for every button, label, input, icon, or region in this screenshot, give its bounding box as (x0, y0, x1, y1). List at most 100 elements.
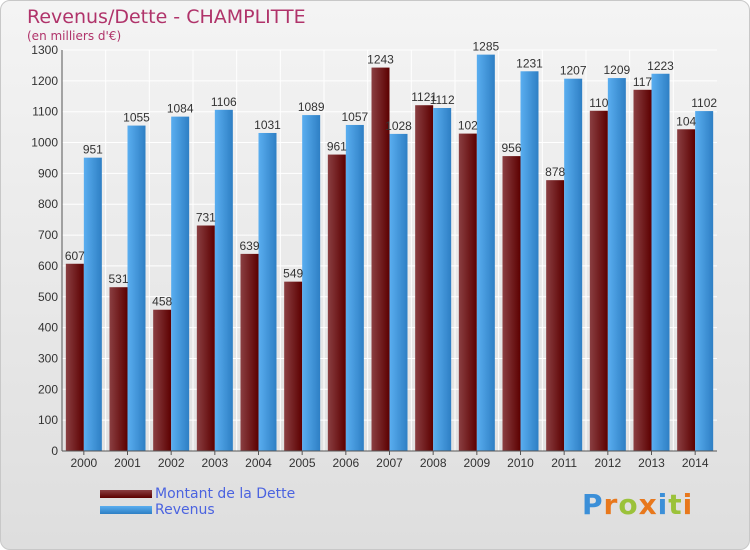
legend-label-revenue: Revenus (155, 502, 215, 518)
x-tick-label: 2006 (332, 456, 359, 470)
bar-debt (284, 281, 303, 451)
bar-revenue (651, 73, 670, 452)
bar-revenue (214, 109, 233, 451)
data-label-revenue: 951 (83, 143, 103, 157)
data-label-revenue: 1084 (167, 102, 194, 116)
bar-debt (415, 105, 434, 452)
bar-debt (371, 67, 390, 451)
data-label-revenue: 1089 (298, 100, 325, 114)
chart-subtitle: (en milliers d'€) (27, 29, 122, 43)
x-tick-label: 2009 (463, 456, 490, 470)
logo-letter: i (657, 488, 669, 521)
data-label-revenue: 1231 (516, 56, 543, 70)
x-tick-label: 2004 (245, 456, 272, 470)
x-tick-label: 2008 (420, 456, 447, 470)
logo-letter: r (603, 488, 619, 521)
data-label-debt: 956 (501, 141, 521, 155)
proxiti-logo: Proxiti (582, 488, 693, 521)
data-label-revenue: 1102 (691, 96, 717, 110)
data-label-debt: 731 (196, 211, 216, 225)
data-label-debt: 102 (458, 119, 478, 133)
y-tick-label: 1100 (32, 105, 58, 119)
data-label-debt: 104 (676, 114, 696, 128)
bar-debt (65, 263, 84, 451)
data-label-revenue: 1112 (430, 93, 455, 107)
bar-revenue (520, 71, 539, 451)
legend-swatch-debt (100, 490, 152, 498)
data-label-debt: 639 (239, 239, 259, 253)
bar-debt (546, 180, 565, 451)
bar-revenue (476, 54, 495, 451)
bar-debt (240, 253, 259, 451)
bar-revenue (171, 116, 190, 452)
y-tick-label: 100 (38, 413, 58, 427)
data-label-debt: 961 (327, 140, 347, 154)
y-tick-label: 300 (38, 351, 58, 365)
data-label-revenue: 1031 (254, 118, 281, 132)
x-tick-label: 2007 (376, 456, 403, 470)
bar-revenue (607, 78, 626, 451)
x-tick-label: 2011 (551, 456, 577, 470)
x-tick-label: 2001 (114, 456, 141, 470)
data-label-debt: 110 (589, 96, 608, 110)
data-label-debt: 458 (152, 295, 172, 309)
x-tick-label: 2005 (289, 456, 316, 470)
logo-letter: i (682, 488, 694, 521)
legend-swatch-revenue (100, 506, 152, 514)
y-tick-label: 0 (51, 444, 58, 458)
bar-revenue (695, 111, 714, 452)
data-label-debt: 117 (633, 75, 652, 89)
x-tick-label: 2002 (158, 456, 185, 470)
data-label-revenue: 1106 (211, 95, 237, 109)
bar-revenue (83, 157, 102, 451)
y-tick-label: 1300 (31, 43, 58, 57)
y-tick-label: 1000 (31, 136, 58, 150)
logo-letter: o (618, 488, 639, 521)
y-tick-label: 400 (38, 321, 58, 335)
data-label-revenue: 1055 (123, 111, 150, 125)
y-tick-label: 600 (38, 259, 58, 273)
bar-revenue (564, 78, 583, 451)
bar-debt (633, 89, 652, 452)
y-tick-label: 900 (38, 166, 58, 180)
data-label-revenue: 1207 (560, 64, 587, 78)
x-tick-label: 2010 (507, 456, 534, 470)
bar-revenue (127, 125, 146, 452)
bar-debt (677, 129, 696, 452)
data-label-debt: 531 (108, 272, 128, 286)
logo-letter: t (668, 488, 683, 521)
bar-revenue (302, 115, 321, 451)
y-tick-label: 800 (38, 197, 58, 211)
data-label-debt: 607 (65, 249, 85, 263)
bar-debt (589, 110, 608, 452)
bar-debt (153, 309, 172, 451)
data-label-debt: 1243 (367, 53, 394, 67)
bar-revenue (258, 132, 277, 452)
x-tick-label: 2013 (638, 456, 665, 470)
x-tick-label: 2012 (594, 456, 621, 470)
logo-letter: P (582, 488, 604, 521)
data-label-revenue: 1223 (647, 59, 674, 73)
logo-letter: x (638, 488, 658, 521)
data-label-debt: 549 (283, 267, 303, 281)
bar-debt (196, 225, 215, 451)
bar-debt (109, 287, 128, 451)
data-label-debt: 878 (545, 165, 565, 179)
legend-label-debt: Montant de la Dette (155, 486, 296, 502)
x-tick-label: 2000 (70, 456, 97, 470)
bar-revenue (433, 107, 452, 451)
y-tick-label: 500 (38, 290, 58, 304)
y-tick-label: 200 (38, 382, 58, 396)
x-tick-label: 2003 (201, 456, 228, 470)
y-tick-label: 700 (38, 228, 58, 242)
data-label-revenue: 1285 (472, 40, 499, 54)
data-label-revenue: 1057 (341, 110, 368, 124)
data-label-revenue: 1209 (603, 63, 630, 77)
data-label-debt: 1121 (411, 90, 437, 104)
bar-debt (458, 133, 477, 451)
bar-debt (502, 156, 521, 451)
bar-debt (327, 154, 346, 451)
x-tick-label: 2014 (682, 456, 709, 470)
data-label-revenue: 1028 (385, 119, 412, 133)
